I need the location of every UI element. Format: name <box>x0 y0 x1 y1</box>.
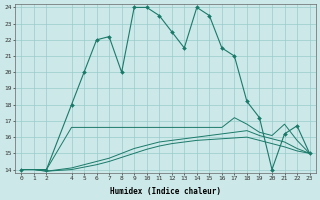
X-axis label: Humidex (Indice chaleur): Humidex (Indice chaleur) <box>110 187 221 196</box>
